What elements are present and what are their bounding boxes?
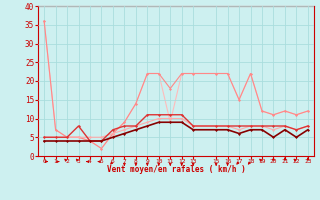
X-axis label: Vent moyen/en rafales ( km/h ): Vent moyen/en rafales ( km/h ) [107,165,245,174]
